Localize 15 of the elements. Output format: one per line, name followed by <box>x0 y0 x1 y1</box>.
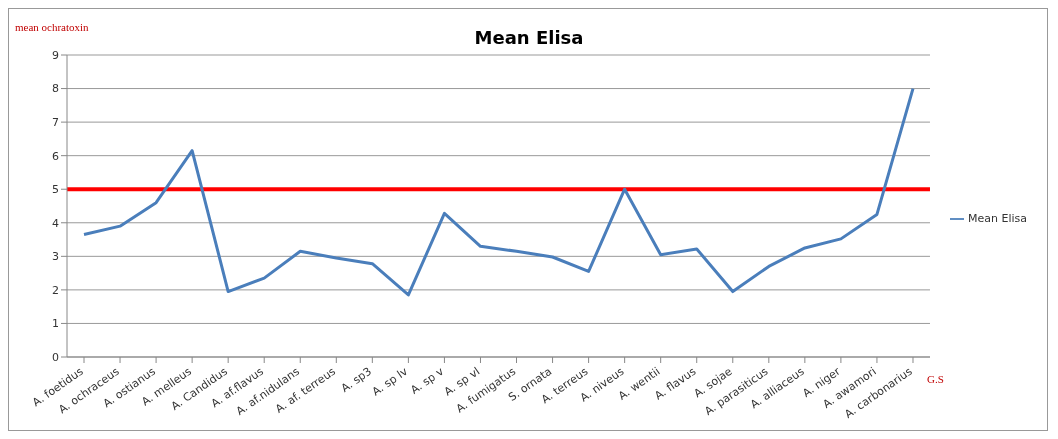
y-tick-label: 1 <box>52 317 59 331</box>
y-tick-label: 6 <box>52 149 59 163</box>
y-tick-label: 4 <box>52 216 59 230</box>
y-tick-label: 0 <box>52 350 59 364</box>
y-tick-label: 9 <box>52 48 59 62</box>
y-tick-label: 5 <box>52 183 59 197</box>
line-series <box>82 87 915 297</box>
y-tick-label: 7 <box>52 116 59 130</box>
y-tick-label: 8 <box>52 82 59 96</box>
chart-title: Mean Elisa <box>474 27 584 48</box>
y-tick-label: 3 <box>52 250 59 264</box>
y-axis-title: mean ochratoxin <box>15 21 89 33</box>
legend-label: Mean Elisa <box>967 212 1027 225</box>
y-tick-label: 2 <box>52 283 59 297</box>
x-axis-title: G.S <box>927 373 944 385</box>
